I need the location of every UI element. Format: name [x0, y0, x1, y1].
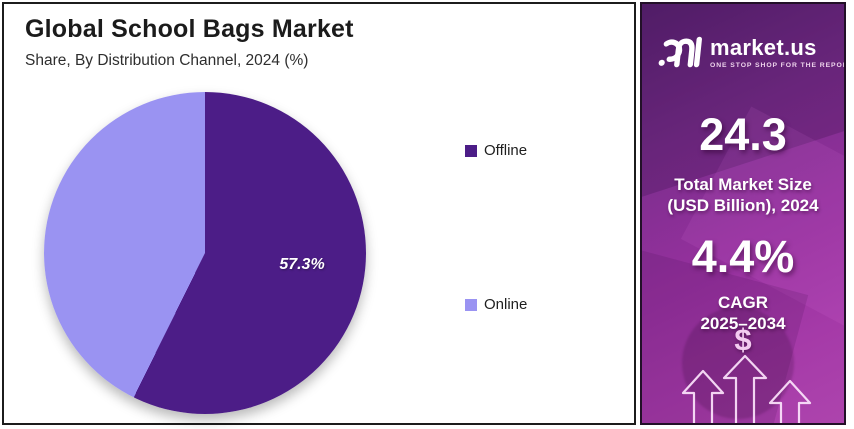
up-arrows-icon [681, 354, 812, 423]
market-us-logo-icon [658, 36, 702, 68]
brand-sidebar: market.us ONE STOP SHOP FOR THE REPORTS … [640, 2, 846, 425]
cagr-label-line1: CAGR [717, 293, 769, 312]
legend-label-online: Online [484, 296, 528, 313]
cagr-label: CAGR 2025–2034 [642, 292, 844, 334]
legend-item-offline: Offline [465, 142, 527, 159]
page-title: Global School Bags Market [25, 15, 354, 43]
legend-label-offline: Offline [484, 142, 528, 159]
market-size-label: Total Market Size (USD Billion), 2024 [642, 174, 844, 216]
brand-logo: market.us ONE STOP SHOP FOR THE REPORTS [657, 28, 846, 76]
online-swatch-icon [465, 298, 477, 311]
cagr-label-line2: 2025–2034 [700, 314, 786, 333]
dollar-symbol: $ [734, 322, 752, 357]
offline-swatch-icon [465, 144, 477, 157]
pie-slice-label: 57.3% [279, 256, 325, 273]
pie-chart [44, 92, 366, 414]
brand-name: market.us [710, 34, 817, 60]
brand-text-block: market.us ONE STOP SHOP FOR THE REPORTS [710, 34, 846, 69]
market-size-label-line2: (USD Billion), 2024 [667, 196, 819, 215]
chart-panel: Global School Bags Market Share, By Dist… [2, 2, 636, 425]
chart-subtitle: Share, By Distribution Channel, 2024 (%) [25, 52, 309, 69]
market-size-value: 24.3 [699, 109, 787, 160]
legend-item-online: Online [465, 296, 527, 313]
cagr-value: 4.4% [691, 231, 795, 282]
brand-tagline: ONE STOP SHOP FOR THE REPORTS [710, 61, 846, 69]
market-size-label-line1: Total Market Size [674, 175, 812, 194]
